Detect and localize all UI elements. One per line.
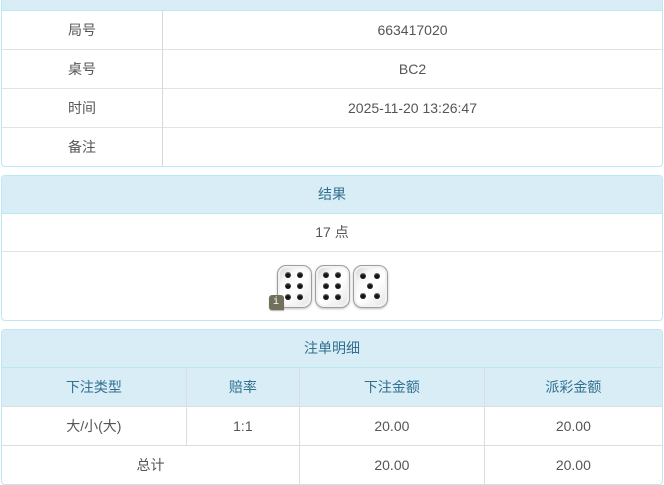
result-panel: 结果 17 点 i (1, 175, 663, 321)
die-pip (359, 273, 366, 280)
dice-group: i (2, 252, 662, 320)
die-pip (359, 292, 366, 299)
col-header-bet-amount: 下注金额 (299, 368, 485, 407)
table-number-label: 桌号 (2, 49, 163, 89)
round-number-value: 663417020 (377, 22, 448, 38)
remark-value (162, 127, 662, 166)
table-row: 时间 2025-11-20 13:26:47 (2, 88, 662, 128)
time-value: 2025-11-20 13:26:47 (162, 88, 662, 128)
total-bet-amount: 20.00 (299, 445, 485, 484)
bet-type-cell: 大/小(大) (2, 406, 187, 446)
col-header-bet-type: 下注类型 (2, 368, 187, 407)
die-icon[interactable]: i (268, 264, 312, 310)
die-pip (374, 292, 381, 299)
total-row: 总计 20.00 20.00 (2, 445, 662, 484)
die-pip (296, 293, 303, 300)
die-icon (352, 264, 388, 308)
die-pip (334, 272, 341, 279)
info-tag-icon[interactable]: i (268, 294, 284, 310)
table-row: 大/小(大) 1:1 20.00 20.00 (2, 406, 662, 446)
game-info-panel-heading (2, 0, 662, 11)
die-pip (296, 283, 303, 289)
die-pip (334, 283, 341, 289)
die-pip (323, 293, 330, 300)
die-pip (296, 272, 303, 279)
total-payout: 20.00 (483, 445, 662, 484)
die-pip (367, 283, 373, 289)
table-row: 桌号 BC2 (2, 49, 662, 89)
die-pip (323, 272, 330, 279)
round-number-label: 局号 (2, 11, 163, 50)
col-header-odds: 赔率 (185, 368, 300, 407)
game-info-table: 局号 663417020 桌号 BC2 时间 2025-11-20 13:26:… (2, 11, 662, 166)
die-pip (285, 293, 292, 300)
die-pip (323, 283, 330, 289)
odds-cell: 1:1 (185, 406, 300, 446)
bet-amount-cell: 20.00 (299, 406, 485, 446)
bet-details-panel: 注单明细 下注类型 赔率 下注金额 派彩金额 大/小(大) 1:1 20.00 … (1, 329, 663, 485)
table-number-value: BC2 (162, 49, 662, 89)
table-row: 局号 663417020 (2, 11, 662, 50)
bet-details-title: 注单明细 (2, 330, 662, 368)
game-info-panel: 局号 663417020 桌号 BC2 时间 2025-11-20 13:26:… (1, 0, 663, 167)
table-row: 备注 (2, 127, 662, 166)
die-pip (285, 272, 292, 279)
die-pip (374, 273, 381, 280)
bet-details-table: 下注类型 赔率 下注金额 派彩金额 大/小(大) 1:1 20.00 20.00… (2, 368, 662, 484)
die-pip (334, 293, 341, 300)
result-points: 17 点 (2, 214, 662, 252)
payout-cell: 20.00 (483, 406, 662, 446)
table-header-row: 下注类型 赔率 下注金额 派彩金额 (2, 368, 662, 407)
remark-label: 备注 (2, 127, 163, 166)
die-icon (314, 264, 350, 308)
col-header-payout: 派彩金额 (483, 368, 662, 407)
total-label: 总计 (2, 445, 300, 484)
die-pip (285, 283, 292, 289)
time-label: 时间 (2, 88, 163, 128)
result-panel-title: 结果 (2, 176, 662, 214)
